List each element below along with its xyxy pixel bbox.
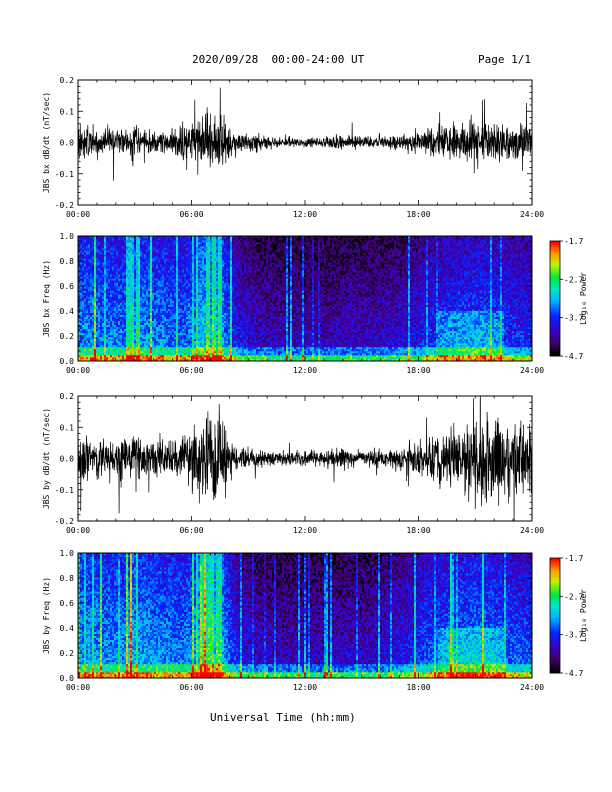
x-tick-label: 12:00 [293, 683, 317, 692]
panel-2: -1.7 -2.7 -3.7 -4.7 Log₁₀ Power 00:00 06:00 12:… [42, 232, 588, 375]
x-axis-title: Universal Time (hh:mm) [210, 711, 356, 724]
x-tick-label: 00:00 [66, 526, 90, 535]
x-tick-label: 06:00 [179, 526, 203, 535]
y-tick-label: 0.2 [60, 649, 75, 658]
x-tick-label: 06:00 [179, 683, 203, 692]
colorbar-tick-label: -2.7 [564, 275, 583, 284]
y-tick-label: 0.6 [60, 282, 75, 291]
y-axis-title: JBS bx Freq (Hz) [42, 260, 51, 337]
x-tick-label: 24:00 [520, 366, 544, 375]
x-tick-label: 18:00 [406, 366, 430, 375]
x-tick-label: 06:00 [179, 210, 203, 219]
colorbar-tick-label: -4.7 [564, 352, 583, 361]
y-tick-label: -0.1 [55, 486, 74, 495]
y-axis-title: JBS by Freq (Hz) [42, 577, 51, 654]
y-tick-label: -0.2 [55, 201, 74, 210]
y-tick-label: 0.1 [60, 423, 75, 432]
series-trace [78, 396, 532, 521]
y-tick-label: 0.2 [60, 392, 75, 401]
colorbar-tick-label: -2.7 [564, 592, 583, 601]
y-tick-label: 0.2 [60, 332, 75, 341]
y-tick-label: 0.0 [60, 455, 75, 464]
page-number: Page 1/1 [478, 53, 531, 66]
colorbar-tick-label: -3.7 [564, 631, 583, 640]
x-tick-label: 00:00 [66, 366, 90, 375]
y-tick-label: 0.8 [60, 257, 75, 266]
x-tick-label: 12:00 [293, 526, 317, 535]
x-tick-label: 24:00 [520, 526, 544, 535]
y-axis-title: JBS by dB/dt (nT/sec) [42, 408, 51, 509]
y-tick-label: -0.2 [55, 517, 74, 526]
y-tick-label: 0.2 [60, 76, 75, 85]
y-tick-label: -0.1 [55, 170, 74, 179]
colorbar-label: Log₁₀ Power [579, 272, 588, 325]
y-tick-label: 0.1 [60, 107, 75, 116]
x-tick-label: 18:00 [406, 210, 430, 219]
x-tick-label: 18:00 [406, 683, 430, 692]
x-tick-label: 24:00 [520, 683, 544, 692]
page-title: 2020/09/28 00:00-24:00 UT [192, 53, 364, 66]
x-tick-label: 12:00 [293, 210, 317, 219]
x-tick-label: 00:00 [66, 210, 90, 219]
spectrogram-cells [78, 236, 532, 361]
x-tick-label: 24:00 [520, 210, 544, 219]
y-tick-label: 0.6 [60, 599, 75, 608]
spectrogram-cells [78, 553, 532, 678]
x-tick-label: 06:00 [179, 366, 203, 375]
y-tick-label: 0.0 [60, 674, 75, 683]
y-tick-label: 0.0 [60, 139, 75, 148]
x-tick-label: 12:00 [293, 366, 317, 375]
y-tick-label: 0.0 [60, 357, 75, 366]
colorbar-tick-label: -4.7 [564, 669, 583, 678]
series-trace [78, 87, 532, 181]
y-tick-label: 0.4 [60, 624, 75, 633]
y-axis-title: JBS bx dB/dt (nT/sec) [42, 92, 51, 193]
y-tick-label: 0.4 [60, 307, 75, 316]
y-tick-label: 0.8 [60, 574, 75, 583]
colorbar-frame [549, 240, 561, 357]
colorbar: -1.7 -2.7 -3.7 -4.7 Log₁₀ Power [549, 554, 588, 678]
colorbar-tick-label: -1.7 [564, 554, 583, 563]
panel-1: 00:00 06:00 12:00 18:00 24:00 -0.2 -0.1 0.0 0.1 0… [42, 76, 544, 219]
colorbar: -1.7 -2.7 -3.7 -4.7 Log₁₀ Power [549, 237, 588, 361]
colorbar-tick-label: -3.7 [564, 314, 583, 323]
x-tick-label: 18:00 [406, 526, 430, 535]
colorbar-label: Log₁₀ Power [579, 589, 588, 642]
y-tick-label: 1.0 [60, 232, 75, 241]
colorbar-tick-label: -1.7 [564, 237, 583, 246]
panel-4: -1.7 -2.7 -3.7 -4.7 Log₁₀ Power 00:00 06:00 12:… [42, 549, 588, 692]
y-tick-label: 1.0 [60, 549, 75, 558]
colorbar-frame [549, 557, 561, 674]
x-tick-label: 00:00 [66, 683, 90, 692]
panel-3: 00:00 06:00 12:00 18:00 24:00 -0.2 -0.1 0.0 0.1 0… [42, 392, 544, 535]
